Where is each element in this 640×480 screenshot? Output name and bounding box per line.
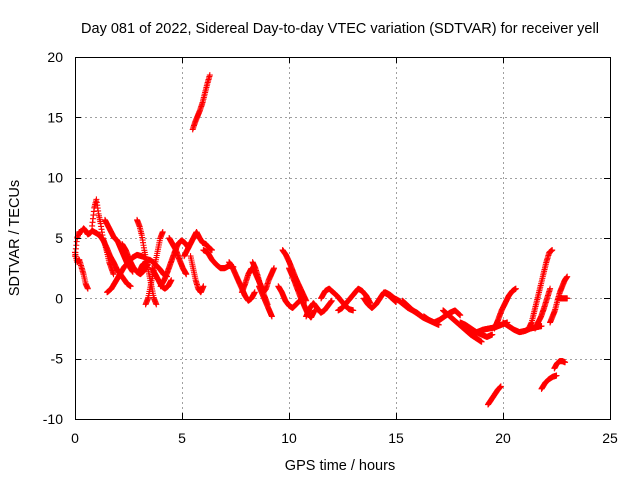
- data-point: [168, 277, 175, 284]
- x-tick-label: 25: [602, 430, 618, 446]
- data-point: [497, 383, 504, 390]
- data-point: [538, 323, 545, 330]
- data-point: [159, 228, 166, 235]
- data-point: [268, 313, 275, 320]
- grid-lines: [75, 57, 610, 419]
- data-point: [564, 295, 571, 302]
- y-tick-label: 10: [47, 170, 63, 186]
- y-tick-label: -10: [43, 411, 63, 427]
- y-tick-label: 5: [55, 230, 63, 246]
- x-tick-label: 15: [388, 430, 404, 446]
- data-point: [84, 285, 91, 292]
- data-point: [110, 271, 117, 278]
- data-point: [549, 247, 556, 254]
- x-tick-label: 0: [71, 430, 79, 446]
- x-tick-label: 5: [178, 430, 186, 446]
- data-point: [564, 273, 571, 280]
- data-point: [553, 372, 560, 379]
- data-point: [127, 283, 134, 290]
- data-point: [478, 338, 485, 345]
- data-point: [271, 265, 278, 272]
- data-point: [200, 283, 207, 290]
- y-tick-label: 0: [55, 290, 63, 306]
- data-point: [251, 289, 258, 296]
- axis-ticks: [75, 57, 611, 420]
- y-tick-label: 15: [47, 109, 63, 125]
- data-point: [208, 247, 215, 254]
- y-tick-label: -5: [51, 351, 64, 367]
- x-tick-label: 10: [281, 430, 297, 446]
- data-point: [562, 359, 569, 366]
- data-point: [350, 307, 357, 314]
- data-point: [547, 285, 554, 292]
- x-tick-label: 20: [495, 430, 511, 446]
- y-axis-label: SDTVAR / TECUs: [7, 180, 23, 296]
- y-tick-labels: -10 -5 0 5 10 15 20: [43, 49, 63, 427]
- data-point: [512, 285, 519, 292]
- chart-title: Day 081 of 2022, Sidereal Day-to-day VTE…: [81, 21, 599, 37]
- x-tick-labels: 0 5 10 15 20 25: [71, 430, 618, 446]
- data-point: [206, 72, 213, 79]
- data-point: [328, 297, 335, 304]
- data-point: [489, 331, 496, 338]
- y-tick-label: 20: [47, 49, 63, 65]
- data-point: [183, 271, 190, 278]
- data-points: [72, 72, 571, 408]
- x-axis-label: GPS time / hours: [285, 458, 395, 474]
- data-point: [153, 301, 160, 308]
- data-point: [457, 312, 464, 319]
